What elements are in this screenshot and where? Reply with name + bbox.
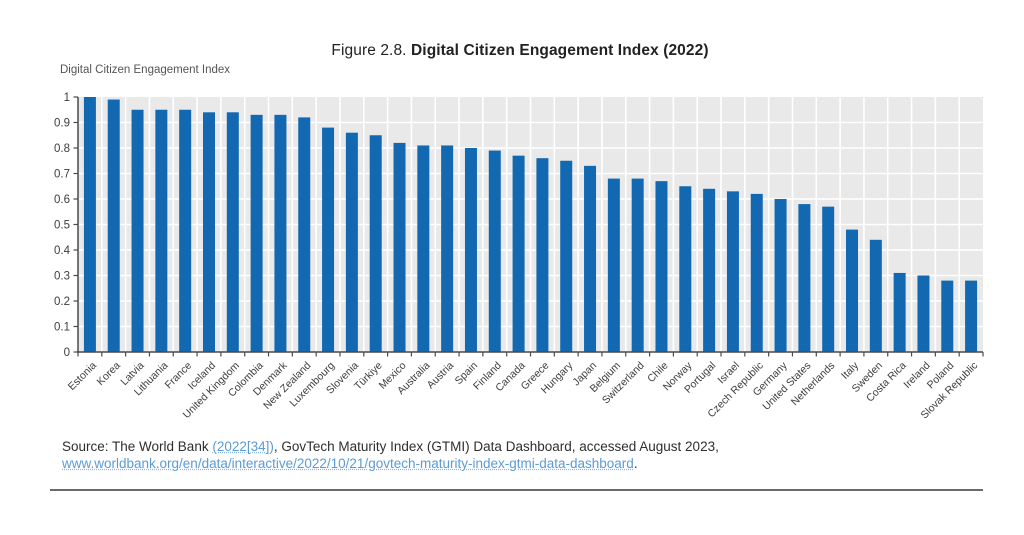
figure-title: Figure 2.8. Digital Citizen Engagement I… [0,42,1024,60]
bar-Poland [941,280,954,352]
y-tick-label: 0.7 [54,169,70,181]
bar-Korea [107,99,120,352]
source-middle: , GovTech Maturity Index (GTMI) Data Das… [273,439,719,454]
x-label-Korea: Korea [95,360,123,388]
bar-Estonia [83,97,96,352]
bar-Slovenia [345,132,358,352]
source-prefix: Source: The World Bank [62,439,213,454]
figure-title-prefix: Figure 2.8. [331,42,411,59]
bar-Norway [679,186,692,352]
bar-Hungary [560,160,573,352]
bar-Austria [441,145,454,352]
bar-United Kingdom [226,112,239,352]
bar-Colombia [250,114,263,352]
bar-Portugal [703,188,716,352]
source-url-link[interactable]: www.worldbank.org/en/data/interactive/20… [62,456,634,471]
bar-Australia [417,145,430,352]
bar-Mexico [393,142,406,352]
bar-New Zealand [298,117,311,353]
y-tick-label: 0.2 [54,296,70,308]
x-label-Estonia: Estonia [66,360,99,393]
bar-Spain [464,148,477,352]
y-tick-label: 0.5 [54,220,70,232]
bottom-divider [50,489,983,491]
y-axis-title: Digital Citizen Engagement Index [60,64,231,76]
bar-Chile [655,181,668,352]
bar-United States [798,204,811,352]
source-terminator: . [633,456,638,471]
bar-Greece [536,158,549,352]
y-tick-label: 0.6 [54,194,70,206]
bar-Luxembourg [322,127,335,352]
bar-Netherlands [822,206,835,352]
bar-Sweden [869,239,882,352]
bar-Germany [774,199,787,352]
y-tick-label: 0 [64,347,70,359]
bar-Iceland [202,112,215,352]
bar-Finland [488,150,501,352]
bar-Denmark [274,114,287,352]
bar-chart: 0 0.1 0.2 0.3 0.4 0.5 0.6 0.7 0.8 0.9 1 EstoniaKore… [54,92,984,421]
bar-Lithuania [155,109,168,352]
bar-Türkiye [369,135,382,352]
bar-Switzerland [631,178,644,352]
y-tick-label: 0.1 [54,322,70,334]
figure-title-main: Digital Citizen Engagement Index (2022) [411,42,709,59]
bar-France [179,109,192,352]
y-tick-label: 0.8 [54,143,70,155]
bar-Belgium [607,178,620,352]
y-tick-label: 0.4 [54,245,71,257]
x-label-Austria: Austria [425,360,457,392]
y-tick-label: 0.3 [54,271,70,283]
source-note: Source: The World Bank (2022[34]), GovTe… [62,438,982,472]
bar-Ireland [917,275,930,352]
y-tick-label: 1 [64,92,70,104]
bar-Italy [846,229,859,352]
bar-Latvia [131,109,144,352]
y-tick-label: 0.9 [54,118,70,130]
bar-Czech Republic [750,193,763,352]
bar-Costa Rica [893,272,906,352]
bar-Japan [584,165,597,352]
bar-Israel [726,191,739,352]
bar-Slovak Republic [965,280,978,352]
bar-Canada [512,155,525,352]
source-citation-link[interactable]: (2022[34]) [212,439,274,454]
